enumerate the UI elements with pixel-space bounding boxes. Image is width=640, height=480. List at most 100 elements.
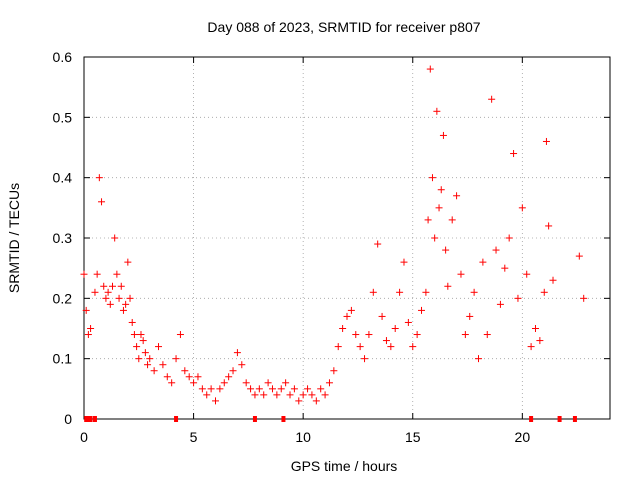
data-point (542, 137, 550, 145)
data-point (225, 373, 233, 381)
data-point (527, 343, 535, 351)
y-tick-label: 0.2 (53, 290, 73, 306)
data-point (439, 131, 447, 139)
data-point (212, 397, 219, 405)
data-point (126, 294, 134, 302)
data-point (238, 361, 246, 369)
gap-marker (281, 416, 286, 422)
x-tick-label: 20 (515, 429, 531, 445)
y-tick-label: 0.5 (53, 109, 73, 125)
data-point (104, 288, 112, 296)
gap-marker (557, 416, 562, 422)
data-point (365, 331, 373, 339)
data-point (347, 306, 355, 314)
x-tick-label: 15 (405, 429, 421, 445)
data-point (330, 367, 338, 375)
data-point (361, 355, 369, 363)
y-tick-label: 0 (64, 411, 72, 427)
data-point (117, 282, 125, 290)
data-point (536, 337, 544, 345)
data-point (100, 282, 108, 290)
data-point (540, 288, 548, 296)
data-point (422, 288, 430, 296)
data-point (308, 391, 316, 399)
data-point (352, 331, 360, 339)
data-point (155, 343, 163, 351)
y-tick-label: 0.6 (53, 49, 73, 65)
data-point (424, 216, 432, 224)
data-point (304, 385, 312, 393)
data-point (82, 306, 90, 314)
x-axis-label: GPS time / hours (291, 458, 398, 474)
data-point (545, 222, 553, 230)
data-point (91, 288, 99, 296)
data-point (356, 343, 364, 351)
data-point (268, 385, 276, 393)
data-point (475, 355, 482, 363)
chart-title: Day 088 of 2023, SRMTID for receiver p80… (207, 19, 480, 35)
data-point (159, 361, 167, 369)
data-point (185, 373, 193, 381)
data-point (111, 234, 119, 242)
x-tick-label: 10 (295, 429, 311, 445)
x-tick-label: 0 (80, 429, 88, 445)
data-point (442, 246, 450, 254)
data-point (295, 397, 303, 405)
data-point (282, 379, 290, 387)
data-point (391, 325, 399, 332)
data-point (87, 325, 95, 332)
data-point (119, 306, 127, 314)
data-point (479, 258, 487, 266)
data-point (523, 270, 531, 278)
data-point (84, 331, 92, 339)
data-point (128, 318, 136, 326)
data-point (133, 343, 141, 351)
data-point (95, 174, 103, 182)
data-point (378, 312, 386, 320)
data-point (264, 379, 272, 387)
data-point (146, 355, 154, 363)
data-point (220, 379, 228, 387)
gap-marker (572, 416, 577, 422)
data-point (260, 391, 268, 399)
data-point (431, 234, 439, 242)
y-tick-label: 0.1 (53, 351, 73, 367)
gap-marker (92, 416, 97, 422)
data-point (130, 331, 138, 339)
gap-marker (84, 416, 89, 422)
data-point (108, 282, 116, 290)
data-point (207, 385, 215, 393)
data-point (382, 337, 390, 345)
data-points (80, 65, 588, 405)
data-point (334, 343, 342, 351)
data-point (203, 391, 211, 399)
data-point (255, 385, 263, 393)
axis-ticks: 0 0.1 0.2 0.3 0.4 0.5 0.6 0 5 10 15 20 (53, 49, 610, 445)
data-point (483, 331, 491, 339)
data-point (428, 174, 436, 182)
data-point (172, 355, 180, 363)
data-point (437, 186, 445, 194)
data-point (176, 331, 184, 339)
data-point (312, 397, 320, 405)
gap-marker (174, 416, 179, 422)
data-point (290, 385, 298, 393)
data-point (273, 391, 281, 399)
data-point (317, 385, 325, 393)
gap-markers (84, 416, 577, 422)
data-point (404, 318, 412, 326)
data-point (453, 192, 461, 200)
data-point (80, 270, 88, 278)
data-point (163, 373, 171, 381)
data-point (190, 379, 198, 387)
data-point (325, 379, 333, 387)
data-point (144, 361, 152, 369)
data-point (501, 264, 509, 272)
data-point (137, 331, 145, 339)
data-point (418, 306, 426, 314)
data-point (343, 312, 351, 320)
data-point (229, 367, 237, 375)
data-point (514, 294, 522, 302)
data-point (194, 373, 202, 381)
